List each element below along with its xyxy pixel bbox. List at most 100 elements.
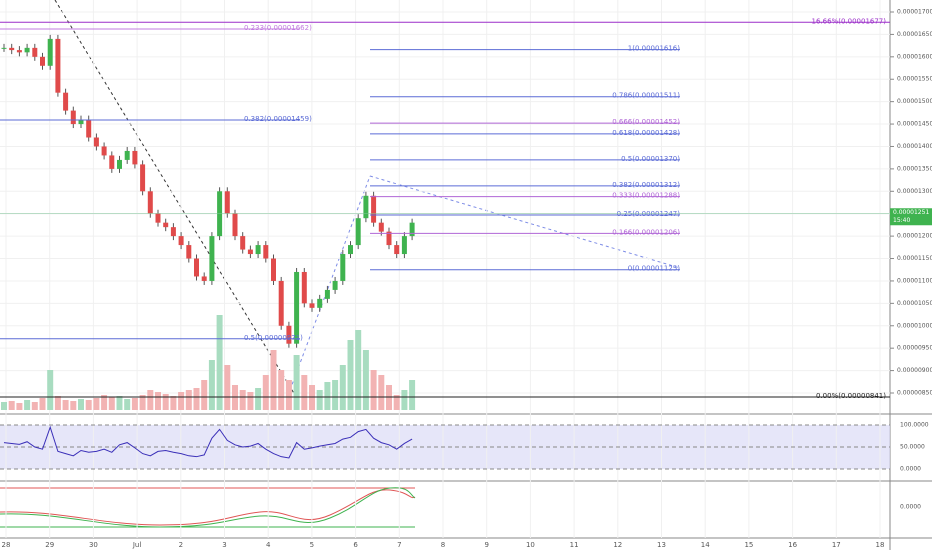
volume-bar: [116, 396, 123, 410]
candle: [124, 150, 130, 160]
volume-bar: [139, 395, 146, 410]
volume-bar: [355, 330, 362, 410]
volume-bar: [224, 365, 231, 410]
volume-bar: [324, 382, 331, 410]
candle: [340, 254, 346, 281]
price-tick-label: 0.00001000: [897, 322, 932, 329]
candle: [132, 150, 138, 165]
fib-label: 0.382(0.00001459): [244, 115, 312, 123]
price-tick-label: 0.00000850: [897, 390, 932, 397]
candle: [294, 271, 300, 344]
date-label: 13: [657, 541, 666, 549]
date-label: 14: [701, 541, 710, 549]
volume-bar: [301, 375, 308, 410]
rsi-line: [3, 425, 413, 459]
price-tick-label: 0.00001550: [897, 76, 932, 83]
volume-bar: [216, 315, 223, 410]
candle: [16, 50, 22, 53]
fib-label: 0.25(0.00001247): [617, 210, 681, 218]
fib-label: 0.233(0.00001662): [244, 24, 312, 32]
volume-bar: [255, 388, 262, 410]
price-tick-label: 0.00001350: [897, 165, 932, 172]
candle: [186, 245, 192, 259]
volume-bar: [78, 399, 84, 410]
volume-bar: [185, 390, 192, 410]
volume-bar: [293, 355, 300, 410]
volume-bar: [178, 392, 185, 410]
candle: [255, 245, 261, 255]
price-tick-label: 0.00001600: [897, 53, 932, 60]
price-tick-label: 0.00001400: [897, 143, 932, 150]
candle: [40, 56, 45, 66]
candle: [147, 191, 153, 214]
date-label: 8: [441, 541, 445, 549]
candle: [178, 236, 184, 246]
trend-line: [289, 175, 371, 391]
date-label: 2: [179, 541, 183, 549]
date-label: 3: [222, 541, 226, 549]
volume-bar: [24, 400, 31, 410]
fib-label: 0.382(0.00001312): [612, 181, 680, 189]
candle: [317, 298, 323, 308]
volume-bar: [239, 390, 246, 410]
volume-bar: [101, 395, 108, 410]
volume-bar: [362, 350, 369, 410]
price-tick-label: 0.00000950: [897, 345, 932, 352]
candle: [55, 38, 61, 93]
candle: [301, 271, 307, 304]
date-label: 10: [526, 541, 535, 549]
fib-label: 16.66%(0.00001677): [812, 17, 887, 25]
rsi-tick-label: 0.0000: [900, 466, 921, 473]
candle: [194, 258, 199, 277]
volume-bar: [378, 375, 385, 410]
price-tick-label: 0.00001100: [897, 277, 932, 284]
volume-bar: [393, 395, 400, 410]
candle: [63, 92, 69, 111]
candle: [170, 227, 176, 237]
volume-bar: [193, 388, 200, 410]
volume-bar: [8, 401, 15, 410]
date-label: Jul: [132, 541, 142, 549]
candle: [378, 222, 384, 232]
candle: [394, 245, 400, 255]
candle: [371, 195, 377, 223]
volume-bar: [93, 398, 100, 410]
volume-bar: [85, 400, 92, 410]
volume-bar: [162, 394, 169, 410]
candle: [70, 110, 76, 125]
candle: [9, 47, 15, 51]
fib-label: 0.00%(0.00000841): [816, 392, 886, 400]
date-label: 15: [744, 541, 753, 549]
volume-bar: [278, 370, 285, 410]
candle: [101, 146, 107, 156]
candle: [240, 236, 246, 250]
date-label: 9: [484, 541, 488, 549]
volume-bar: [47, 370, 54, 410]
price-tick-label: 0.00001050: [897, 300, 932, 307]
date-label: 28: [2, 541, 11, 549]
price-tick-label: 0.00001700: [897, 9, 932, 16]
price-tick-label: 0.00001650: [897, 31, 932, 38]
candle: [278, 280, 284, 326]
volume-bar: [155, 392, 161, 410]
rsi-tick-label: 50.0000: [900, 444, 925, 451]
last-price-box: [890, 208, 932, 226]
volume-bar: [147, 390, 154, 410]
price-tick-label: 0.00001500: [897, 98, 932, 105]
candle: [163, 222, 169, 228]
fib-label: 0.5(0.00001370): [621, 155, 680, 163]
candle: [86, 119, 92, 138]
candle: [401, 236, 407, 255]
candle: [309, 303, 315, 308]
countdown: 15:40: [893, 217, 910, 224]
candle: [209, 236, 215, 281]
volume-bar: [31, 402, 38, 410]
candle: [263, 245, 269, 259]
candle: [348, 245, 353, 255]
candle: [109, 155, 115, 169]
candle: [155, 213, 161, 223]
date-label: 29: [45, 541, 54, 549]
volume-bar: [270, 350, 277, 410]
volume-bar: [170, 396, 177, 410]
